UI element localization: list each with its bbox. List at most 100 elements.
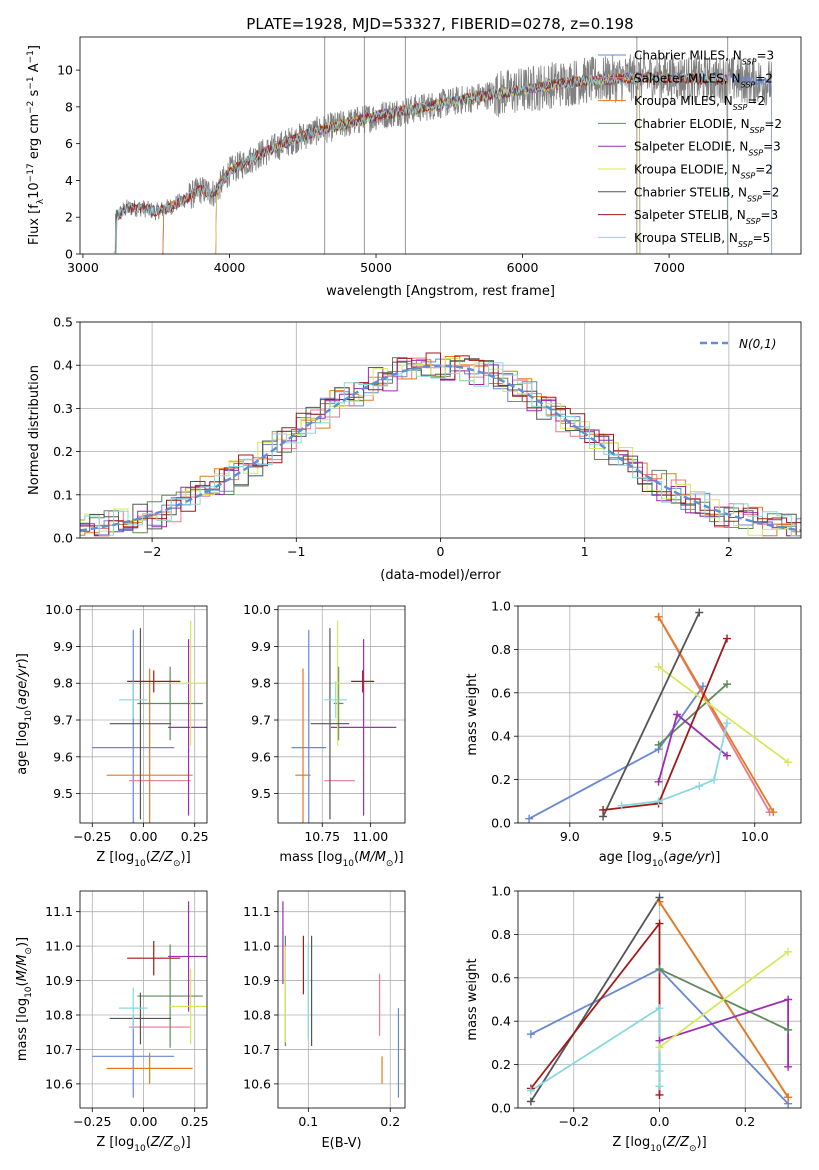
x-tick-label: 7000	[653, 260, 685, 275]
y-tick-label: 0.0	[491, 1101, 511, 1116]
weight-marker	[723, 751, 732, 760]
legend-entry: Chabrier STELIB, NSSP=2	[634, 185, 779, 203]
y-tick-label: 10.7	[45, 1042, 73, 1057]
x-tick-label: 9.0	[560, 829, 580, 844]
x-tick-label: −0.25	[73, 1114, 111, 1129]
residual-histogram	[80, 362, 801, 537]
weight-marker	[784, 758, 793, 767]
x-tick-label: 0.2	[380, 1114, 400, 1129]
y-tick-label: 8	[65, 99, 73, 114]
axes-frame	[517, 890, 802, 1109]
weight-line	[658, 683, 728, 746]
plot-area	[282, 901, 400, 1098]
age-vs-metallicity-panel: −0.25 0.00 0.25 9.5 9.6 9.7 9.8 9.9 10.0 Z [log10…	[15, 602, 209, 869]
residuals-panel: −2 −1 0 1 2 0.0 0.1 0.2 0.3 0.4 0.5 N(0,1) (data-mod…	[27, 315, 802, 583]
y-tick-label: 1.0	[491, 884, 511, 899]
axes-frame	[277, 605, 406, 824]
mass-vs-metallicity-panel: −0.25 0.00 0.25 10.6 10.7 10.8 10.9 11.0 11.1 Z […	[15, 890, 209, 1154]
legend-entry: Kroupa STELIB, NSSP=5	[634, 231, 770, 249]
x-tick-label: −2	[143, 544, 161, 559]
residual-histogram	[80, 356, 801, 537]
weight-marker	[525, 814, 534, 823]
plot-area	[92, 620, 207, 823]
legend-entry: Kroupa MILES, NSSP=2	[634, 94, 765, 112]
x-tick-label: 0.00	[130, 829, 158, 844]
weight-marker	[698, 682, 707, 691]
y-axis-label: mass [log10(M/M⊙)]	[15, 937, 34, 1061]
figure-title: PLATE=1928, MJD=53327, FIBERID=0278, z=0…	[246, 15, 633, 33]
weight-line	[602, 612, 701, 817]
y-tick-label: 0.8	[491, 927, 511, 942]
axes-frame	[79, 36, 802, 255]
legend-entry: Kroupa ELODIE, NSSP=2	[634, 163, 773, 181]
y-tick-label: 6	[65, 136, 73, 151]
x-tick-label: 0.0	[650, 1114, 670, 1129]
model-spectrum	[115, 70, 729, 254]
y-tick-label: 0.6	[491, 970, 511, 985]
weight-marker	[654, 797, 663, 806]
y-tick-label: 10.0	[45, 602, 73, 617]
x-axis-label: Z [log10(Z/Z⊙)]	[96, 1135, 190, 1154]
plot-area	[530, 897, 789, 1105]
y-tick-label: 0.1	[53, 487, 73, 502]
legend-entry: Salpeter ELODIE, NSSP=3	[634, 140, 781, 158]
weight-marker	[654, 662, 663, 671]
weight-marker	[784, 995, 793, 1004]
weight-marker	[695, 782, 704, 791]
weight-marker	[723, 719, 732, 728]
y-axis-label: mass weight	[465, 673, 480, 755]
legend-entry: Salpeter MILES, NSSP=2	[634, 71, 773, 89]
y-tick-label: 10.8	[45, 1008, 73, 1023]
residual-histogram	[80, 358, 801, 537]
x-tick-label: 3000	[67, 260, 99, 275]
y-tick-label: 11.1	[243, 904, 271, 919]
y-tick-label: 0.2	[491, 1057, 511, 1072]
axes-frame	[277, 890, 406, 1109]
x-tick-label: 0	[437, 544, 445, 559]
age-vs-mass-panel: 10.75 11.00 9.5 9.6 9.7 9.8 9.9 10.0 mass [log10…	[243, 602, 406, 869]
weight-marker	[655, 965, 664, 974]
y-tick-label: 9.6	[53, 749, 73, 764]
weight-marker	[654, 740, 663, 749]
y-tick-label: 0.2	[53, 444, 73, 459]
x-tick-label: 5000	[360, 260, 392, 275]
y-axis-label: mass weight	[465, 958, 480, 1040]
y-tick-label: 9.6	[251, 749, 271, 764]
x-tick-label: 9.5	[652, 829, 672, 844]
weight-line	[658, 951, 789, 1048]
y-tick-label: 0.3	[53, 401, 73, 416]
x-tick-label: 0.25	[181, 829, 209, 844]
weight-marker	[723, 680, 732, 689]
spectrum-panel: 3000 4000 5000 6000 7000 0 2 4 6 8 10 wavelength [A…	[26, 36, 802, 299]
y-tick-label: 9.7	[251, 713, 271, 728]
weight-marker	[784, 1062, 793, 1071]
x-tick-label: −0.25	[73, 829, 111, 844]
y-tick-label: 10.9	[45, 973, 73, 988]
weight-marker	[654, 612, 663, 621]
weight-marker	[784, 1093, 793, 1102]
legend-entry: N(0,1)	[739, 337, 776, 351]
x-axis-label: Z [log10(Z/Z⊙)]	[612, 1135, 706, 1154]
y-tick-label: 11.0	[243, 939, 271, 954]
weight-line	[530, 1006, 661, 1092]
x-tick-label: 0.1	[298, 1114, 318, 1129]
weight-line	[528, 685, 704, 820]
x-axis-label: wavelength [Angstrom, rest frame]	[326, 284, 555, 299]
weight-marker	[526, 1097, 535, 1106]
plot-area	[80, 352, 801, 537]
y-tick-label: 1.0	[491, 599, 511, 614]
weight-marker	[617, 801, 626, 810]
y-tick-label: 9.5	[251, 786, 271, 801]
y-tick-label: 10	[57, 63, 73, 78]
weight-line	[658, 666, 789, 763]
x-tick-label: 0.00	[130, 1114, 158, 1129]
y-tick-label: 10.0	[243, 602, 271, 617]
x-axis-label: mass [log10(M/M⊙)]	[279, 850, 403, 869]
plot-area	[92, 901, 207, 1098]
axes-frame	[517, 605, 802, 824]
weight-marker	[655, 1082, 664, 1091]
y-tick-label: 10.7	[243, 1042, 271, 1057]
y-tick-label: 10.6	[243, 1076, 271, 1091]
weight-marker	[723, 634, 732, 643]
